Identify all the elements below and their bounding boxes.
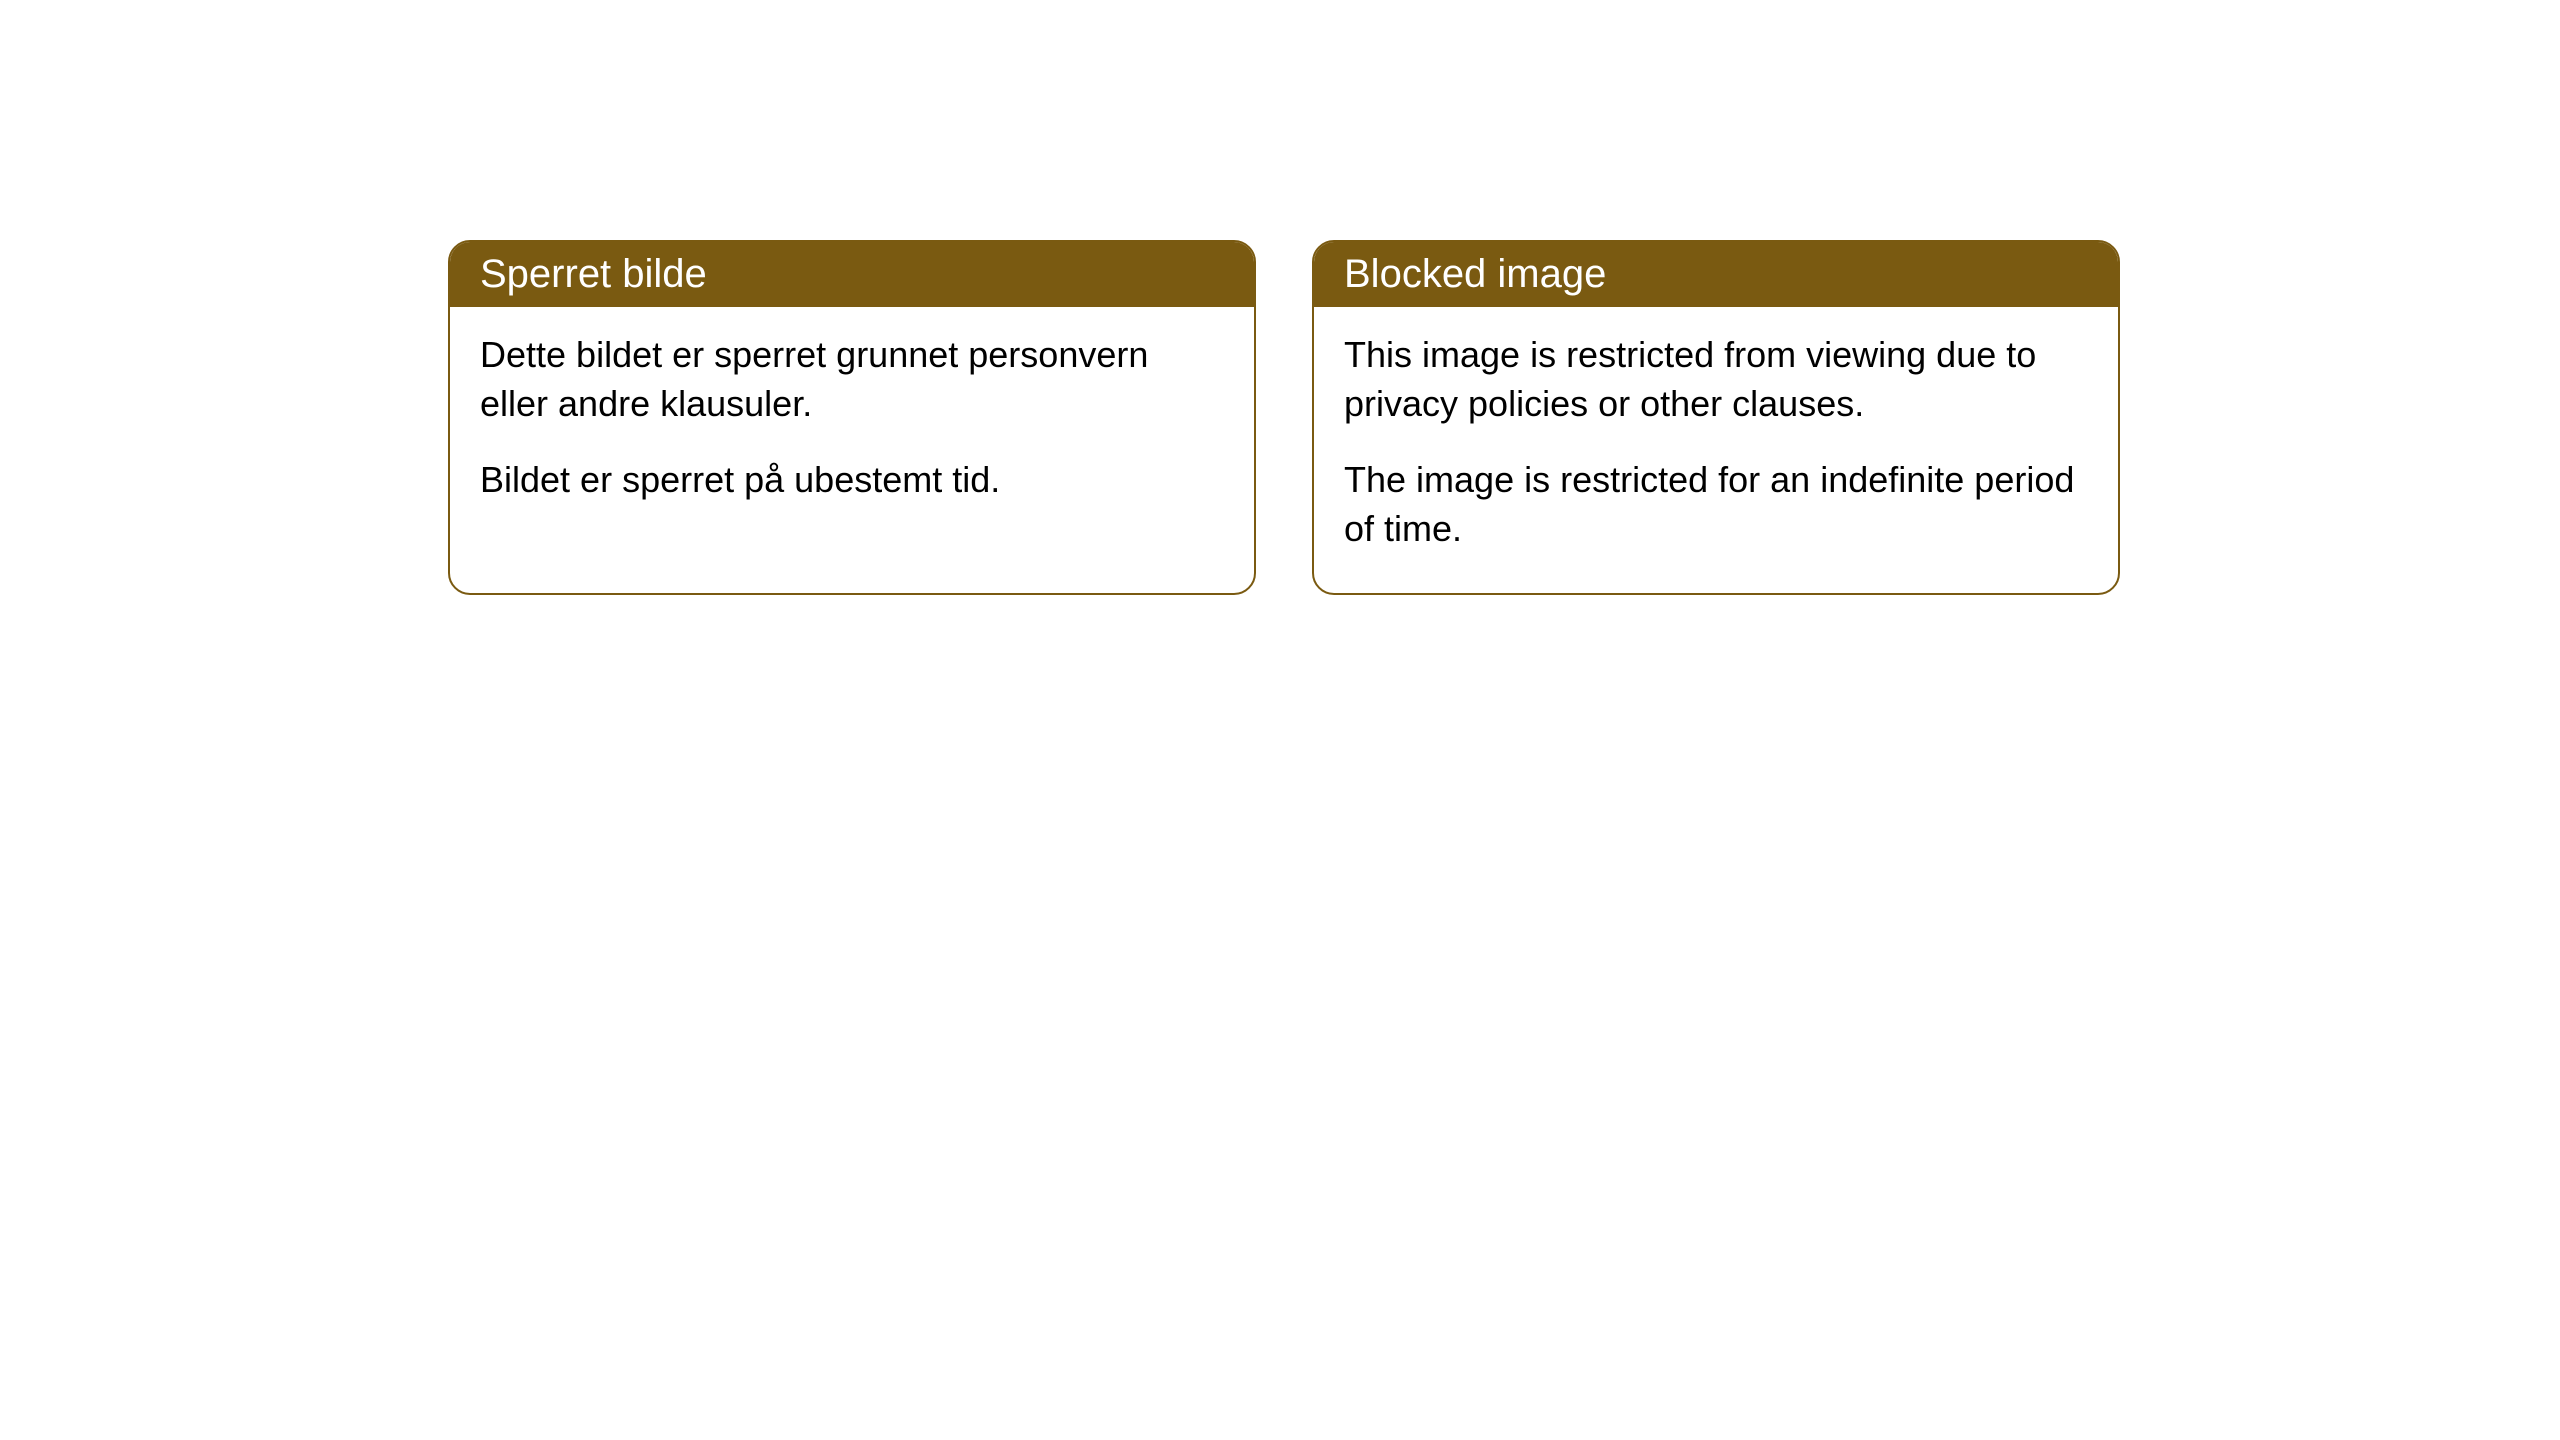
card-paragraph: The image is restricted for an indefinit… [1344,456,2088,553]
notice-card-norwegian: Sperret bilde Dette bildet er sperret gr… [448,240,1256,595]
card-title: Sperret bilde [480,252,707,296]
card-header: Sperret bilde [450,242,1254,307]
notice-container: Sperret bilde Dette bildet er sperret gr… [448,240,2120,595]
card-paragraph: This image is restricted from viewing du… [1344,331,2088,428]
card-paragraph: Dette bildet er sperret grunnet personve… [480,331,1224,428]
card-paragraph: Bildet er sperret på ubestemt tid. [480,456,1224,505]
card-header: Blocked image [1314,242,2118,307]
card-title: Blocked image [1344,252,1606,296]
card-body: This image is restricted from viewing du… [1314,307,2118,593]
card-body: Dette bildet er sperret grunnet personve… [450,307,1254,545]
notice-card-english: Blocked image This image is restricted f… [1312,240,2120,595]
